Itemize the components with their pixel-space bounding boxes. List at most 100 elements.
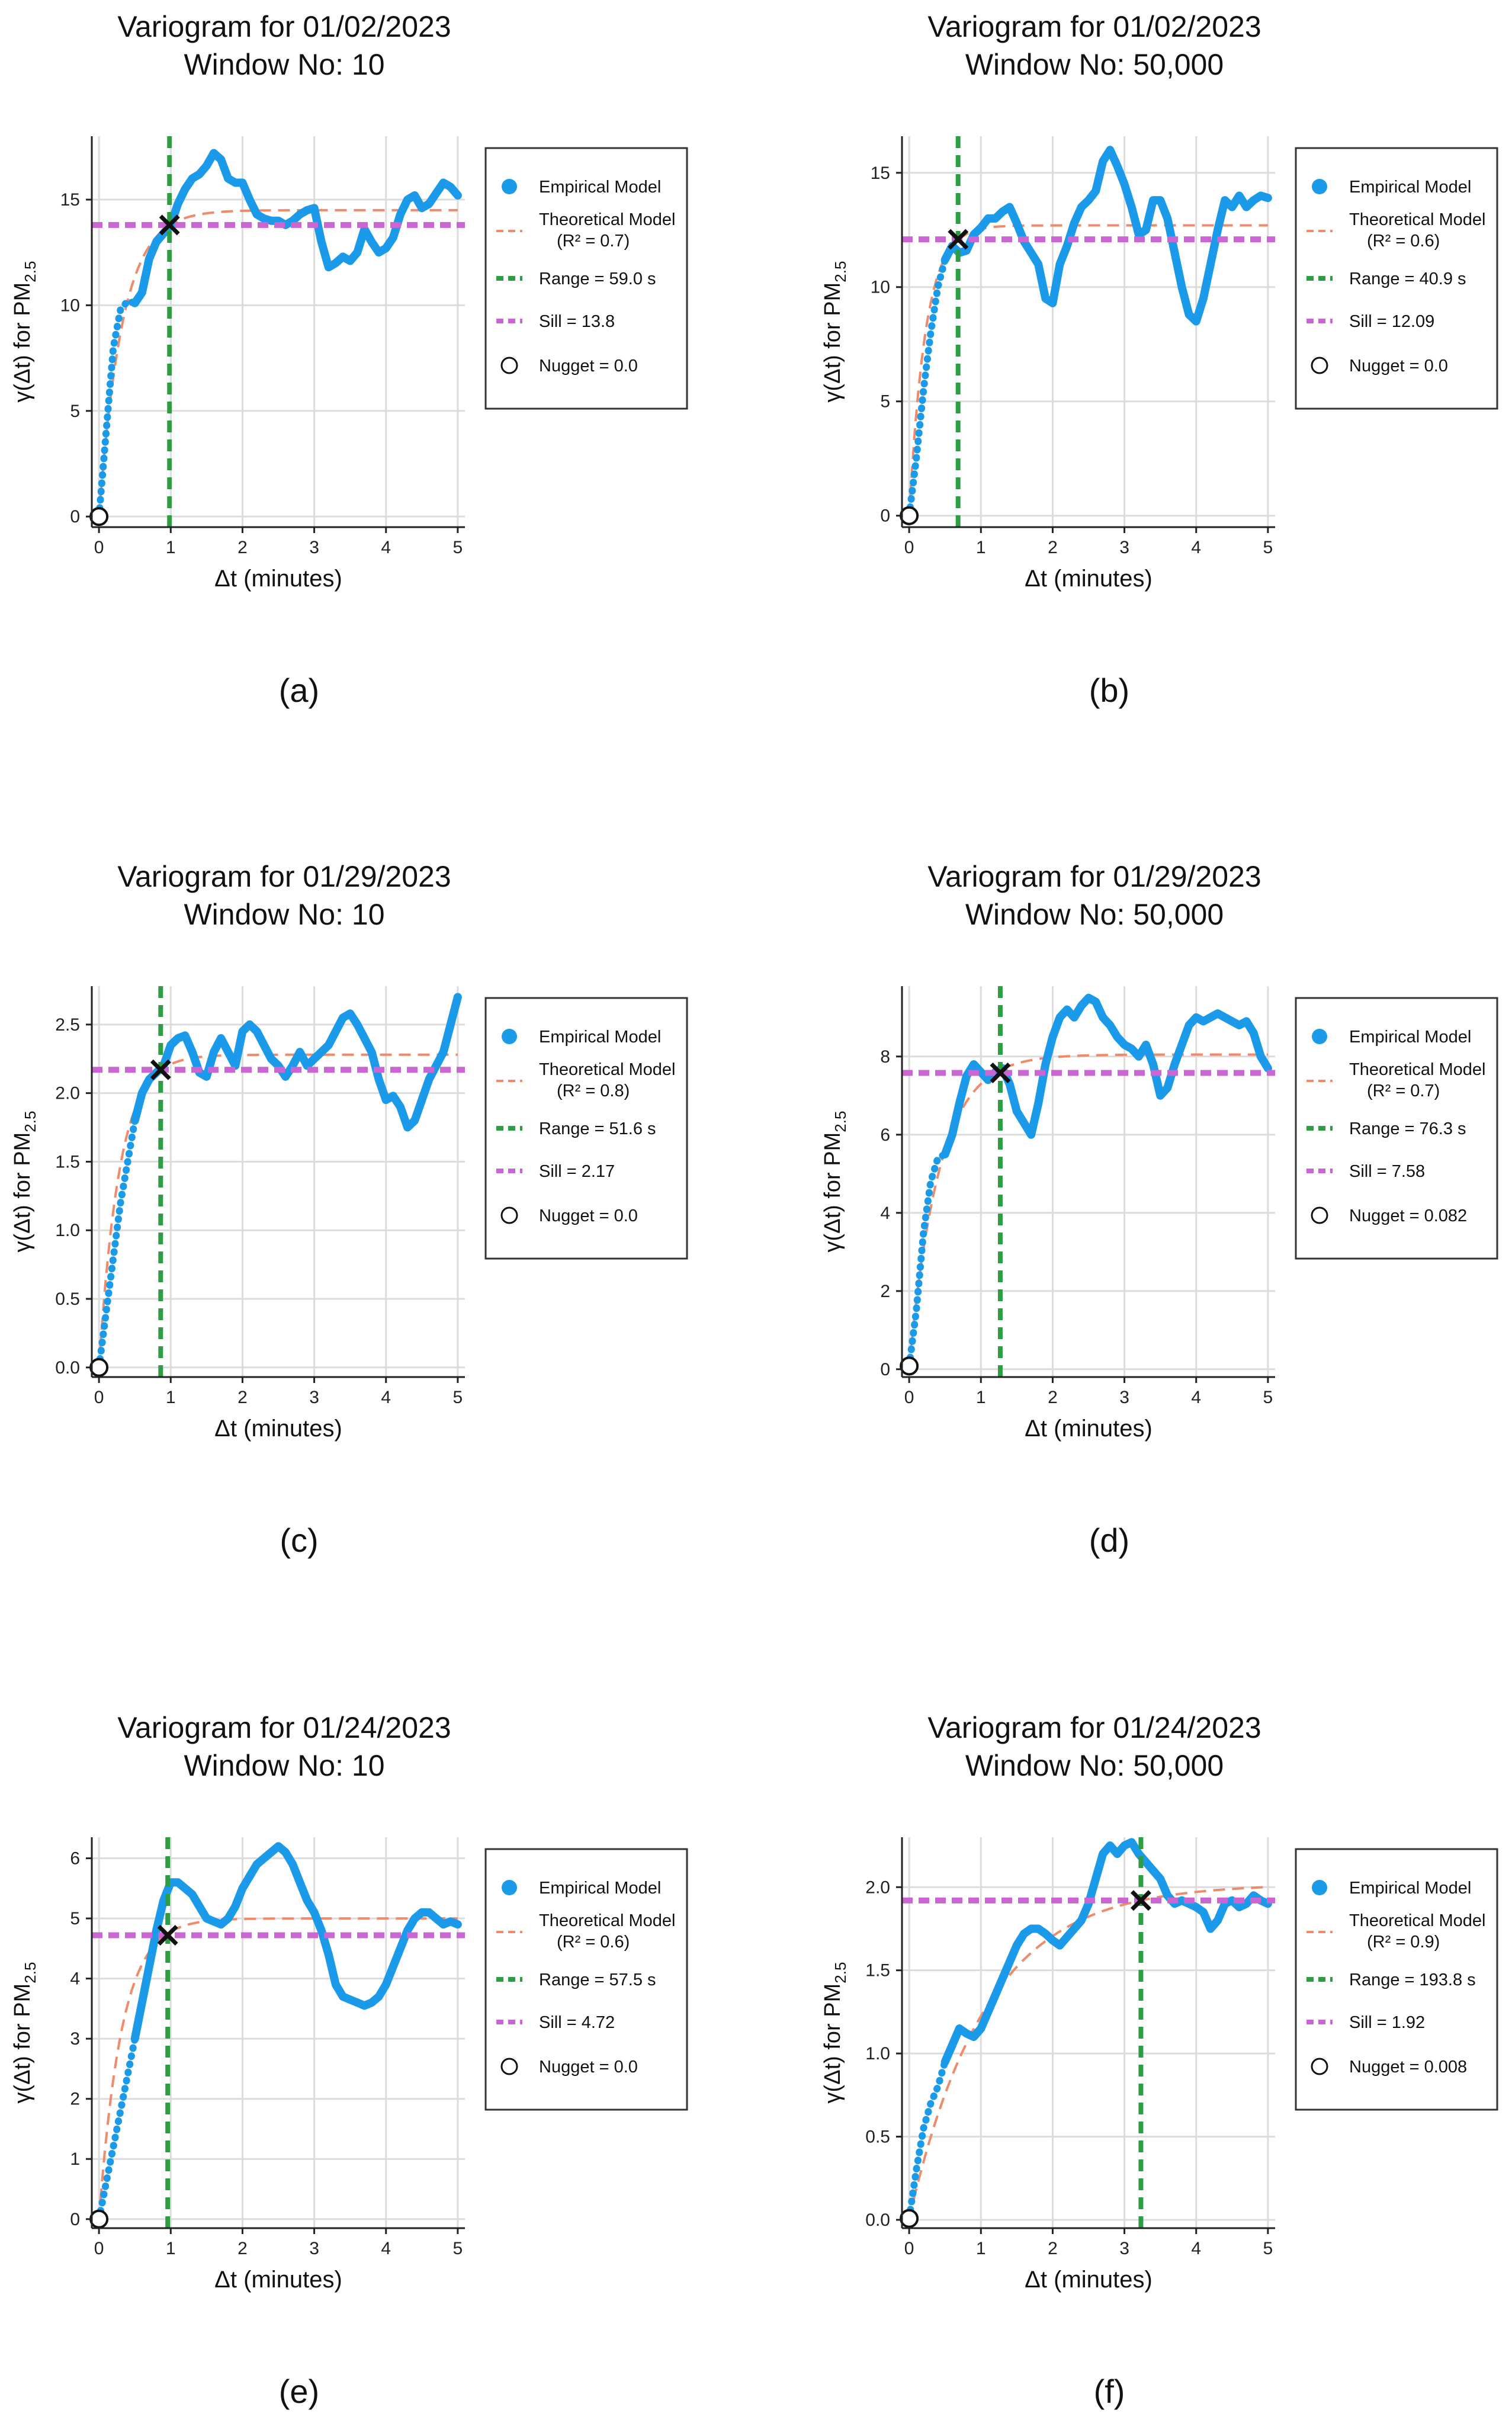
x-axis-label: Δt (minutes) xyxy=(214,2267,342,2293)
chart-title: Variogram for 01/02/2023 xyxy=(117,10,451,43)
y-tick-label: 2 xyxy=(880,1282,890,1301)
legend-box xyxy=(1295,997,1498,1260)
y-axis-label: γ(Δt) for PM2.5 xyxy=(820,1111,849,1253)
marker-stroke xyxy=(990,1063,1011,1083)
theoretical-model-curve xyxy=(908,1053,1268,1366)
y-tick-label: 6 xyxy=(880,1125,890,1145)
y-axis-label: γ(Δt) for PM2.5 xyxy=(820,261,849,403)
chart-title: Variogram for 01/29/2023 xyxy=(117,860,451,893)
x-tick-label: 2 xyxy=(1048,2239,1058,2258)
empirical-model-line xyxy=(940,1838,1272,2066)
panel-caption: (e) xyxy=(279,2373,319,2410)
empirical-model-onset xyxy=(906,256,949,519)
marker-stroke xyxy=(150,1059,171,1080)
x-tick-label: 1 xyxy=(166,2239,176,2258)
x-axis-label: Δt (minutes) xyxy=(214,566,342,592)
x-tick-label: 2 xyxy=(237,538,248,557)
legend-box xyxy=(484,1848,688,2111)
y-tick-label: 5 xyxy=(70,402,80,421)
range-sill-marker xyxy=(990,1063,1011,1083)
range-sill-marker xyxy=(159,214,180,236)
legend: Empirical Model Theoretical Model (R² = 0.… xyxy=(1295,147,1498,410)
legend-nugget-label: Nugget = 0.0 xyxy=(1349,357,1448,376)
y-tick-label: 0.5 xyxy=(55,1289,80,1309)
y-tick-label: 0.5 xyxy=(865,2127,890,2147)
panel-caption: (d) xyxy=(1089,1522,1129,1559)
legend-range-label: Range = 51.6 s xyxy=(539,1119,656,1138)
x-tick-label: 3 xyxy=(309,538,319,557)
y-tick-label: 10 xyxy=(60,296,80,315)
y-tick-label: 8 xyxy=(880,1047,890,1067)
chart-title: Variogram for 01/24/2023 xyxy=(927,1711,1261,1744)
legend-empirical-label: Empirical Model xyxy=(539,178,661,197)
nugget-marker xyxy=(900,1356,919,1376)
legend-box xyxy=(1295,147,1498,410)
legend-range-label: Range = 76.3 s xyxy=(1349,1119,1466,1138)
range-sill-marker xyxy=(1130,1890,1151,1911)
legend-nugget-swatch xyxy=(1311,2058,1328,2075)
x-tick-label: 5 xyxy=(453,1388,463,1407)
legend-r2-label: (R² = 0.8) xyxy=(557,1081,630,1100)
x-tick-label: 3 xyxy=(309,2239,319,2258)
legend-nugget-swatch xyxy=(500,1206,518,1224)
y-tick-label: 0.0 xyxy=(865,2210,890,2230)
x-tick-label: 3 xyxy=(1119,538,1129,557)
legend-range-label: Range = 40.9 s xyxy=(1349,269,1466,288)
legend: Empirical Model Theoretical Model (R² = 0.… xyxy=(484,1848,688,2111)
legend-nugget-label: Nugget = 0.008 xyxy=(1349,2058,1467,2077)
x-axis-label: Δt (minutes) xyxy=(214,1416,342,1442)
range-sill-marker xyxy=(150,1059,171,1080)
x-tick-label: 0 xyxy=(904,1388,914,1407)
x-tick-label: 5 xyxy=(1263,538,1273,557)
legend-nugget-label: Nugget = 0.0 xyxy=(539,2058,638,2077)
legend-nugget-label: Nugget = 0.0 xyxy=(539,357,638,376)
legend-box xyxy=(484,147,688,410)
chart-panel: Variogram for 01/24/2023 Window No: 10 0 1 2… xyxy=(10,1711,688,2410)
y-tick-label: 3 xyxy=(70,2029,80,2049)
x-tick-label: 3 xyxy=(1119,2239,1129,2258)
y-tick-label: 4 xyxy=(70,1969,80,1989)
y-axis-label-main: γ(Δt) for PM xyxy=(820,1984,845,2104)
y-axis-label-subscript: 2.5 xyxy=(832,1962,849,1984)
legend-empirical-label: Empirical Model xyxy=(1349,1028,1471,1047)
x-axis-label: Δt (minutes) xyxy=(1025,566,1153,592)
y-axis-label-subscript: 2.5 xyxy=(832,1111,849,1132)
legend-sill-label: Sill = 12.09 xyxy=(1349,312,1434,331)
legend-r2-label: (R² = 0.6) xyxy=(557,1933,630,1952)
y-axis-label-subscript: 2.5 xyxy=(21,1962,39,1984)
nugget-marker xyxy=(89,1357,109,1377)
panel-caption: (b) xyxy=(1089,672,1129,709)
y-tick-label: 1 xyxy=(70,2149,80,2169)
theoretical-model-curve xyxy=(98,1917,458,2219)
legend-theoretical-label: Theoretical Model xyxy=(539,210,676,229)
legend-nugget-swatch xyxy=(500,357,518,374)
y-tick-label: 2.0 xyxy=(865,1878,890,1897)
legend-nugget-swatch xyxy=(1311,357,1328,374)
legend-box xyxy=(484,997,688,1260)
nugget-marker xyxy=(89,507,109,527)
empirical-model-line xyxy=(940,993,1272,1158)
x-axis-label: Δt (minutes) xyxy=(1025,1416,1153,1442)
empirical-model-line xyxy=(130,993,462,1132)
legend-box xyxy=(1295,1848,1498,2111)
x-tick-label: 4 xyxy=(381,2239,391,2258)
legend-theoretical-label: Theoretical Model xyxy=(1349,210,1486,229)
empirical-model-onset xyxy=(95,1116,139,1371)
legend: Empirical Model Theoretical Model (R² = 0.… xyxy=(1295,1848,1498,2111)
chart-title: Variogram for 01/02/2023 xyxy=(927,10,1261,43)
x-tick-label: 0 xyxy=(94,1388,104,1407)
nugget-marker xyxy=(900,2209,919,2228)
legend-theoretical-label: Theoretical Model xyxy=(539,1060,676,1079)
x-tick-label: 3 xyxy=(309,1388,319,1407)
y-tick-label: 2.5 xyxy=(55,1015,80,1035)
y-axis-label-subscript: 2.5 xyxy=(21,1111,39,1132)
y-tick-label: 4 xyxy=(880,1204,890,1223)
y-axis-label-main: γ(Δt) for PM xyxy=(10,283,35,403)
nugget-marker xyxy=(89,2209,109,2229)
x-tick-label: 2 xyxy=(1048,538,1058,557)
chart-subtitle: Window No: 10 xyxy=(184,48,384,81)
legend: Empirical Model Theoretical Model (R² = 0.… xyxy=(484,147,688,410)
x-tick-label: 0 xyxy=(904,538,914,557)
marker-stroke xyxy=(157,1925,178,1946)
legend-theoretical-label: Theoretical Model xyxy=(1349,1911,1486,1930)
